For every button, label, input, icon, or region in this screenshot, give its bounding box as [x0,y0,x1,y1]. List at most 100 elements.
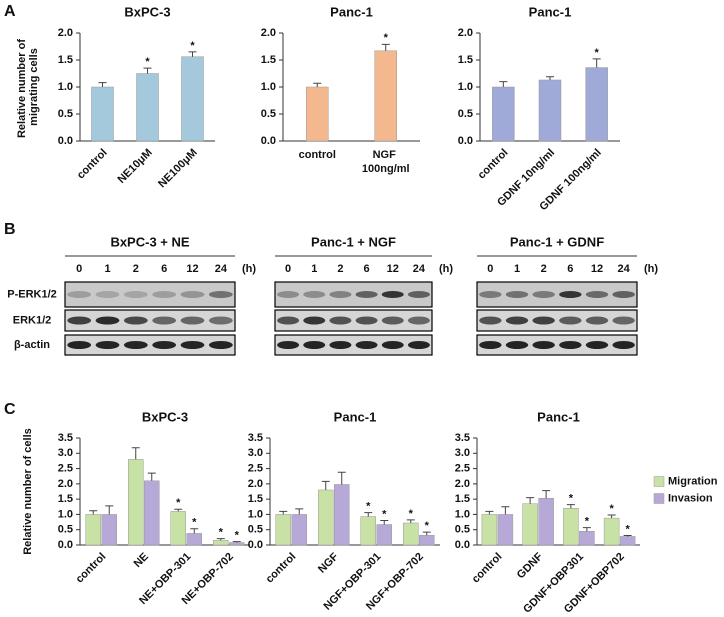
blot-band [479,291,502,298]
blot-band [559,316,582,325]
significance-star: * [176,497,181,509]
y-tick-label: 1.0 [248,508,263,520]
y-tick-label: 0.0 [261,135,276,147]
blot-band [381,341,404,349]
blot-band [505,341,529,349]
significance-star: * [192,517,197,529]
blot-band [303,341,326,349]
time-label: 1 [104,263,110,275]
blot-band [277,316,300,325]
blot-strip [476,281,638,308]
bar [144,480,160,546]
bar [136,73,159,142]
bar [585,67,608,142]
error-bar [190,528,199,534]
y-tick-label: 0.0 [455,539,470,551]
x-tick-label: NGF [316,551,341,576]
chart-title: BxPC-3 [124,4,170,19]
significance-star: * [382,508,387,520]
chart-title: Panc-1 [529,4,572,19]
bar [318,489,334,546]
error-bar [406,519,415,523]
error-bar [364,512,373,517]
significance-star: * [409,508,414,520]
bar [538,79,562,142]
blot-title: Panc-1 + GDNF [510,234,604,249]
blot-band [67,341,92,349]
y-tick-label: 1.5 [58,54,73,66]
bar [213,540,229,546]
chart-title: BxPC-3 [142,409,188,424]
legend-swatch [653,493,665,504]
y-axis-label: Relative number of migrating cells [16,36,40,138]
legend-label: Invasion [668,492,713,504]
x-tick-label: control [264,551,299,586]
y-tick-label: 3.0 [248,447,263,459]
y-tick-label: 0.5 [261,108,276,120]
panel-label: C [4,401,16,418]
y-tick-label: 3.0 [58,447,73,459]
time-label: 6 [364,263,370,275]
bar [374,50,397,142]
time-label: 2 [337,263,343,275]
blot-band [355,291,378,298]
blot-band [180,291,205,298]
y-tick-label: 2.0 [248,478,263,490]
y-tick-label: 0.0 [58,135,73,147]
bar [403,522,419,546]
significance-star: * [235,530,240,542]
bar [181,56,204,142]
time-unit: (h) [242,263,256,275]
bar [229,542,245,546]
significance-star: * [569,493,574,505]
blot-band [277,291,300,298]
bar [101,514,117,546]
bar [481,514,498,546]
blot-band [208,341,233,349]
time-label: 24 [215,263,228,275]
bar [497,514,514,546]
error-bar [232,541,241,543]
blot-band [479,316,502,325]
error-bar [174,508,183,512]
blot-band [329,291,352,298]
blot-strip [476,309,638,332]
bar [170,511,186,546]
blot-row-label: β-actin [14,339,50,351]
blot-band [180,341,205,349]
error-bar [582,527,591,532]
bar [291,514,307,546]
time-label: 2 [133,263,139,275]
significance-star: * [595,47,600,59]
y-tick-label: 2.0 [58,478,73,490]
legend-swatch [653,476,665,487]
blot-band [381,291,404,298]
time-label: 0 [285,263,291,275]
error-bar [313,82,322,87]
error-bar [131,447,140,460]
error-bar [607,514,616,519]
bar [275,514,291,546]
error-bar [542,490,551,499]
blot-band [532,291,555,298]
time-label: 12 [186,263,198,275]
blot-band [208,291,233,298]
blot-strip [274,281,433,308]
x-tick-label: control [476,147,511,182]
blot-band [67,291,92,298]
y-tick-label: 1.0 [261,81,276,93]
blot-band [381,316,404,325]
blot-strip [64,334,236,356]
error-bar [566,504,575,509]
y-tick-label: 1.5 [261,54,276,66]
time-label: 24 [618,263,631,275]
y-tick-label: 3.0 [455,447,470,459]
panel-label: A [4,3,16,20]
blot-band [407,341,430,349]
time-label: 1 [514,263,520,275]
y-tick-label: 0.0 [248,539,263,551]
error-bar [380,520,389,525]
y-tick-label: 2.0 [58,27,73,39]
y-tick-label: 1.0 [58,81,73,93]
blot-band [329,316,352,325]
